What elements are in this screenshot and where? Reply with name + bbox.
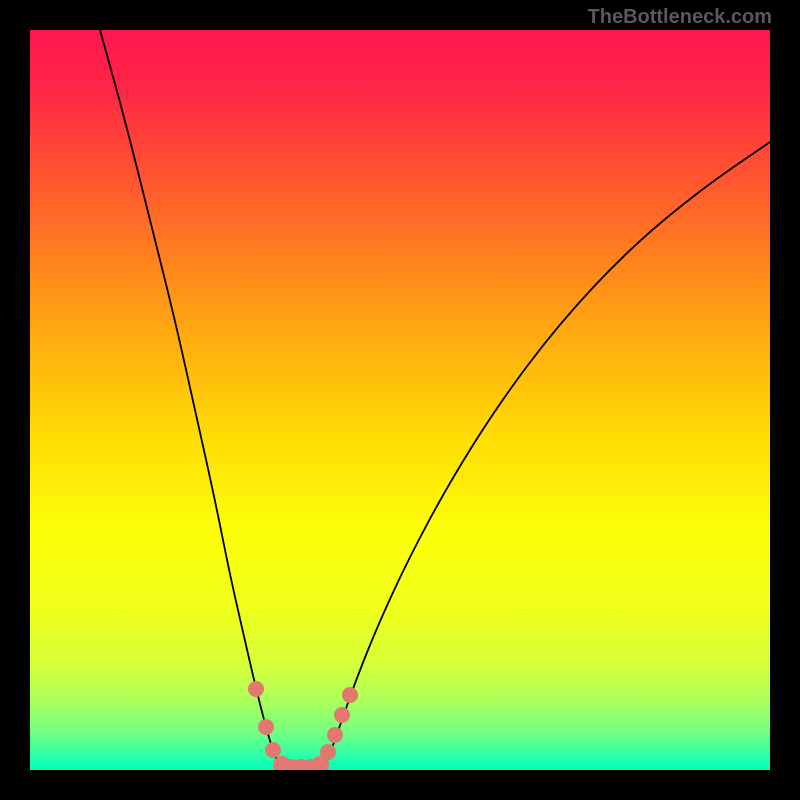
data-marker bbox=[327, 727, 343, 743]
chart-container: TheBottleneck.com bbox=[0, 0, 800, 800]
data-marker bbox=[265, 742, 281, 758]
data-marker bbox=[248, 681, 264, 697]
plot-svg bbox=[30, 30, 770, 770]
gradient-background bbox=[30, 30, 770, 770]
plot-area bbox=[30, 30, 770, 770]
watermark-text: TheBottleneck.com bbox=[588, 6, 772, 29]
data-marker bbox=[258, 719, 274, 735]
data-marker bbox=[334, 707, 350, 723]
data-marker bbox=[320, 744, 336, 760]
data-marker bbox=[342, 687, 358, 703]
